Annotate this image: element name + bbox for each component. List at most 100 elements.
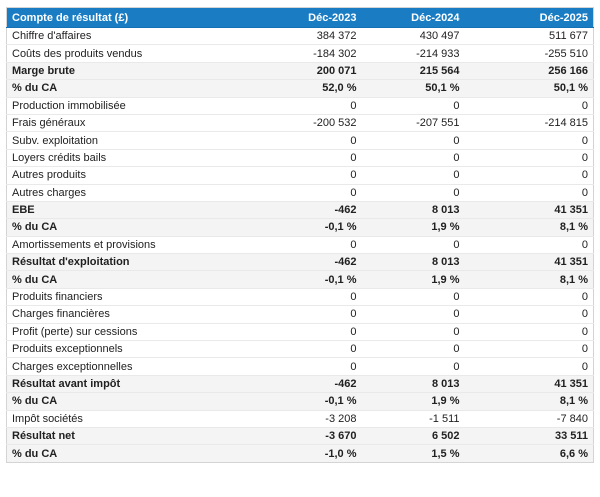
column-header-1: Déc-2024 xyxy=(361,7,465,28)
cell-value: 0 xyxy=(464,357,594,376)
cell-value: 8 013 xyxy=(361,374,465,393)
cell-value: -184 302 xyxy=(243,44,362,63)
cell-value: 511 677 xyxy=(464,27,594,45)
table-row: % du CA -1,0 % 1,5 % 6,6 % xyxy=(6,444,594,463)
cell-value: 0 xyxy=(243,322,362,341)
cell-value: 0 xyxy=(361,96,465,115)
row-label: Marge brute xyxy=(6,61,244,80)
cell-value: 6 502 xyxy=(361,426,465,445)
cell-value: -462 xyxy=(243,374,362,393)
cell-value: 0 xyxy=(464,131,594,150)
cell-value: 0 xyxy=(361,305,465,324)
cell-value: 0 xyxy=(464,96,594,115)
table-row: Profit (perte) sur cessions 0 0 0 xyxy=(6,322,594,341)
row-label: Charges financières xyxy=(6,305,244,324)
table-row: % du CA -0,1 % 1,9 % 8,1 % xyxy=(6,392,594,411)
row-label: Coûts des produits vendus xyxy=(6,44,244,63)
row-label: Charges exceptionnelles xyxy=(6,357,244,376)
row-label: % du CA xyxy=(6,218,244,237)
row-label: Loyers crédits bails xyxy=(6,148,244,167)
table-row: Marge brute 200 071 215 564 256 166 xyxy=(6,61,594,80)
cell-value: 0 xyxy=(243,287,362,306)
cell-value: 50,1 % xyxy=(361,79,465,98)
table-row: Résultat avant impôt -462 8 013 41 351 xyxy=(6,374,594,393)
row-label: Chiffre d'affaires xyxy=(6,27,244,45)
cell-value: -1 511 xyxy=(361,409,465,428)
cell-value: 0 xyxy=(464,340,594,358)
table-row: Résultat net -3 670 6 502 33 511 xyxy=(6,426,594,445)
table-row: Impôt sociétés -3 208 -1 511 -7 840 xyxy=(6,409,594,428)
cell-value: -0,1 % xyxy=(243,218,362,237)
cell-value: 0 xyxy=(464,287,594,306)
table-row: Produits financiers 0 0 0 xyxy=(6,287,594,306)
cell-value: -200 532 xyxy=(243,113,362,132)
cell-value: -3 208 xyxy=(243,409,362,428)
cell-value: 41 351 xyxy=(464,253,594,271)
cell-value: 0 xyxy=(361,357,465,376)
cell-value: 6,6 % xyxy=(464,444,594,463)
table-row: Frais généraux -200 532 -207 551 -214 815 xyxy=(6,113,594,132)
cell-value: -214 933 xyxy=(361,44,465,63)
cell-value: 1,9 % xyxy=(361,392,465,411)
cell-value: 0 xyxy=(361,183,465,202)
cell-value: -0,1 % xyxy=(243,392,362,411)
table-title: Compte de résultat (£) xyxy=(6,7,244,28)
table-row: Produits exceptionnels 0 0 0 xyxy=(6,340,594,358)
cell-value: 0 xyxy=(361,131,465,150)
cell-value: 0 xyxy=(361,322,465,341)
cell-value: 0 xyxy=(464,148,594,167)
cell-value: 8 013 xyxy=(361,200,465,219)
table-row: % du CA -0,1 % 1,9 % 8,1 % xyxy=(6,218,594,237)
cell-value: 41 351 xyxy=(464,200,594,219)
row-label: Production immobilisée xyxy=(6,96,244,115)
row-label: Frais généraux xyxy=(6,113,244,132)
table-row: Charges exceptionnelles 0 0 0 xyxy=(6,357,594,376)
cell-value: 215 564 xyxy=(361,61,465,80)
table-row: Charges financières 0 0 0 xyxy=(6,305,594,324)
cell-value: 0 xyxy=(361,340,465,358)
cell-value: 200 071 xyxy=(243,61,362,80)
cell-value: -462 xyxy=(243,253,362,271)
row-label: Autres charges xyxy=(6,183,244,202)
cell-value: -1,0 % xyxy=(243,444,362,463)
cell-value: 0 xyxy=(464,322,594,341)
row-label: % du CA xyxy=(6,444,244,463)
table-row: Autres produits 0 0 0 xyxy=(6,166,594,185)
row-label: % du CA xyxy=(6,270,244,289)
column-header-0: Déc-2023 xyxy=(243,7,362,28)
cell-value: 430 497 xyxy=(361,27,465,45)
cell-value: -462 xyxy=(243,200,362,219)
row-label: Résultat avant impôt xyxy=(6,374,244,393)
cell-value: -214 815 xyxy=(464,113,594,132)
cell-value: 0 xyxy=(464,166,594,185)
cell-value: 0 xyxy=(464,305,594,324)
cell-value: 0 xyxy=(361,235,465,254)
cell-value: 0 xyxy=(464,235,594,254)
cell-value: 0 xyxy=(243,183,362,202)
cell-value: 33 511 xyxy=(464,426,594,445)
cell-value: 0 xyxy=(243,305,362,324)
table-row: Coûts des produits vendus -184 302 -214 93… xyxy=(6,44,594,63)
cell-value: 8 013 xyxy=(361,253,465,271)
table-row: Loyers crédits bails 0 0 0 xyxy=(6,148,594,167)
row-label: % du CA xyxy=(6,392,244,411)
table-row: Autres charges 0 0 0 xyxy=(6,183,594,202)
table-row: % du CA -0,1 % 1,9 % 8,1 % xyxy=(6,270,594,289)
row-label: Produits exceptionnels xyxy=(6,340,244,358)
table-row: EBE -462 8 013 41 351 xyxy=(6,200,594,219)
cell-value: -0,1 % xyxy=(243,270,362,289)
row-label: Subv. exploitation xyxy=(6,131,244,150)
table-header: Compte de résultat (£) Déc-2023 Déc-2024 Dé… xyxy=(6,7,594,28)
table-row: Chiffre d'affaires 384 372 430 497 511 677 xyxy=(6,27,594,45)
cell-value: 1,5 % xyxy=(361,444,465,463)
table-row: Production immobilisée 0 0 0 xyxy=(6,96,594,115)
cell-value: 1,9 % xyxy=(361,218,465,237)
cell-value: 8,1 % xyxy=(464,270,594,289)
cell-value: 8,1 % xyxy=(464,218,594,237)
cell-value: 50,1 % xyxy=(464,79,594,98)
cell-value: 0 xyxy=(243,357,362,376)
row-label: Amortissements et provisions xyxy=(6,235,244,254)
table-row: Subv. exploitation 0 0 0 xyxy=(6,131,594,150)
row-label: Profit (perte) sur cessions xyxy=(6,322,244,341)
cell-value: 0 xyxy=(243,235,362,254)
